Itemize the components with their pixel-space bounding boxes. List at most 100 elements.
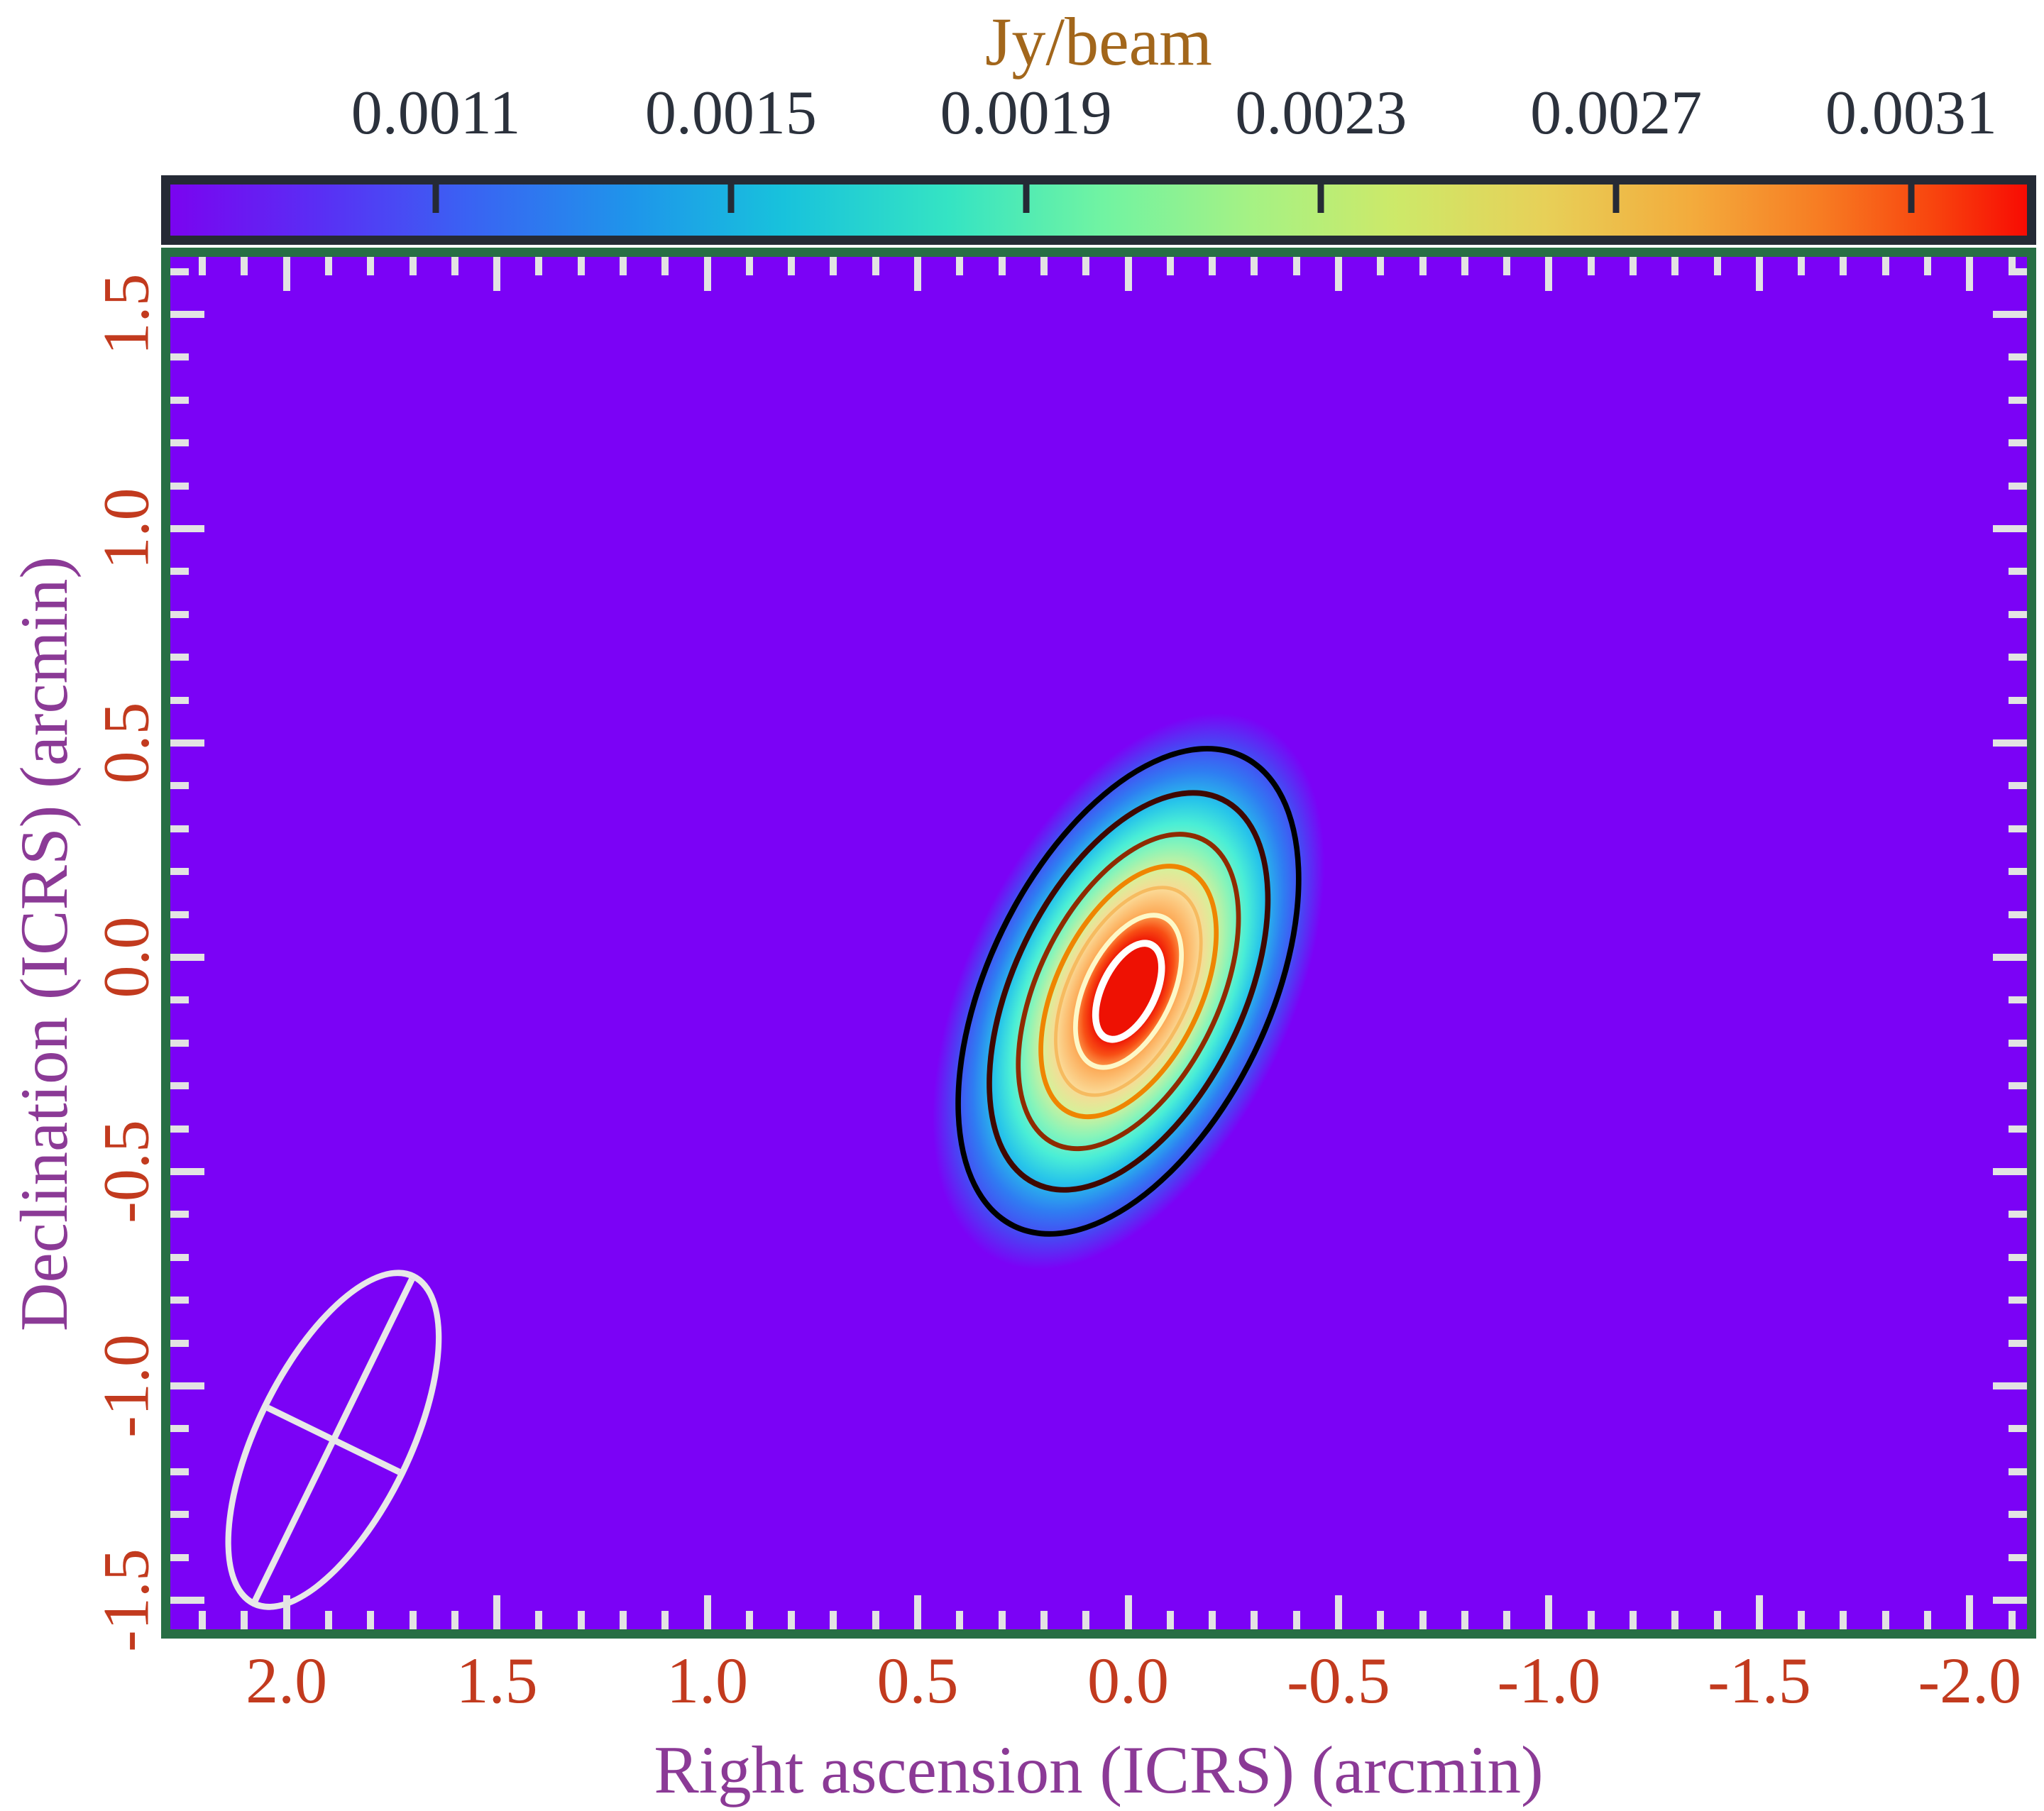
colorbar-tick-label: 0.0011 xyxy=(351,79,521,148)
axis-tick-mark xyxy=(1124,1595,1132,1629)
axis-tick-mark xyxy=(493,257,501,291)
axis-tick-mark xyxy=(170,1382,204,1389)
axis-tick-mark xyxy=(1966,257,1974,291)
axis-tick-mark xyxy=(241,257,248,275)
axis-tick-mark xyxy=(493,1595,501,1629)
axis-tick-mark xyxy=(199,257,207,275)
axis-tick-mark xyxy=(2008,257,2016,275)
axis-tick-mark xyxy=(1377,257,1385,275)
axis-tick-mark xyxy=(170,953,204,961)
axis-tick-mark xyxy=(1377,1611,1385,1629)
axis-tick-mark xyxy=(2009,782,2027,790)
axis-tick-mark xyxy=(1993,739,2027,747)
axis-tick-mark xyxy=(1166,257,1174,275)
y-tick-label: -1.0 xyxy=(89,1334,163,1438)
axis-tick-mark xyxy=(1503,257,1511,275)
axis-tick-mark xyxy=(170,439,189,447)
axis-tick-mark xyxy=(1419,257,1427,275)
axis-tick-mark xyxy=(1461,1611,1468,1629)
axis-tick-mark xyxy=(1755,257,1763,291)
axis-tick-mark xyxy=(170,910,189,918)
axis-tick-mark xyxy=(2009,482,2027,490)
axis-tick-mark xyxy=(1671,1611,1679,1629)
axis-tick-mark xyxy=(1993,953,2027,961)
x-tick-label: 0.5 xyxy=(877,1644,959,1717)
y-tick-label: -1.5 xyxy=(89,1548,163,1652)
axis-tick-mark xyxy=(409,257,417,275)
axis-tick-mark xyxy=(170,524,204,532)
axis-tick-mark xyxy=(1713,1611,1721,1629)
axis-tick-mark xyxy=(1798,1611,1806,1629)
axis-tick-mark xyxy=(1881,257,1889,275)
axis-tick-mark xyxy=(170,1468,189,1475)
axis-tick-mark xyxy=(2009,1339,2027,1347)
axis-tick-mark xyxy=(1292,1611,1300,1629)
axis-tick-mark xyxy=(1798,257,1806,275)
axis-tick-mark xyxy=(1713,257,1721,275)
beam-ellipse xyxy=(180,1238,487,1629)
axis-tick-mark xyxy=(535,257,543,275)
axis-tick-mark xyxy=(956,257,964,275)
axis-tick-mark xyxy=(2009,439,2027,447)
axis-tick-mark xyxy=(170,1297,189,1304)
axis-tick-mark xyxy=(830,257,837,275)
axis-tick-mark xyxy=(1166,1611,1174,1629)
axis-tick-mark xyxy=(745,257,753,275)
axis-tick-mark xyxy=(2008,1611,2016,1629)
axis-tick-mark xyxy=(170,610,189,618)
axis-tick-mark xyxy=(1545,257,1553,291)
axis-tick-mark xyxy=(1840,1611,1847,1629)
axis-tick-mark xyxy=(998,1611,1006,1629)
axis-tick-mark xyxy=(2009,1039,2027,1047)
axis-tick-mark xyxy=(170,396,189,404)
axis-tick-mark xyxy=(914,1595,922,1629)
axis-tick-mark xyxy=(1040,1611,1048,1629)
axis-tick-mark xyxy=(1124,257,1132,291)
x-tick-label: 1.0 xyxy=(666,1644,749,1717)
axis-tick-mark xyxy=(788,1611,796,1629)
colorbar-title: Jy/beam xyxy=(985,4,1212,79)
x-tick-label: 0.0 xyxy=(1087,1644,1169,1717)
axis-tick-mark xyxy=(2009,1082,2027,1090)
axis-tick-mark xyxy=(451,257,458,275)
axis-tick-mark xyxy=(170,1039,189,1047)
axis-tick-mark xyxy=(872,257,879,275)
axis-tick-mark xyxy=(703,257,711,291)
x-tick-label: -2.0 xyxy=(1918,1644,2022,1717)
axis-tick-mark xyxy=(1993,1382,2027,1389)
colorbar-tick-mark xyxy=(432,185,439,213)
colorbar-tick-mark xyxy=(1908,185,1915,213)
axis-tick-mark xyxy=(170,739,204,747)
y-tick-label: 1.5 xyxy=(89,273,163,356)
axis-tick-mark xyxy=(451,1611,458,1629)
axis-tick-mark xyxy=(1966,1595,1974,1629)
axis-tick-mark xyxy=(170,1125,189,1133)
axis-tick-mark xyxy=(2009,1211,2027,1218)
axis-tick-mark xyxy=(170,268,189,275)
axis-tick-mark xyxy=(282,257,290,291)
axis-tick-mark xyxy=(1251,257,1258,275)
axis-tick-mark xyxy=(170,1553,189,1561)
axis-tick-mark xyxy=(170,1339,189,1347)
axis-tick-mark xyxy=(1461,257,1468,275)
axis-tick-mark xyxy=(170,1511,189,1519)
axis-tick-mark xyxy=(1924,257,1932,275)
axis-tick-mark xyxy=(2009,396,2027,404)
axis-tick-mark xyxy=(1209,257,1216,275)
axis-tick-mark xyxy=(998,257,1006,275)
axis-tick-mark xyxy=(367,1611,375,1629)
x-axis-title: Right ascension (ICRS) (arcmin) xyxy=(654,1732,1544,1807)
axis-tick-mark xyxy=(1209,1611,1216,1629)
axis-tick-mark xyxy=(619,1611,627,1629)
axis-tick-mark xyxy=(2009,1297,2027,1304)
axis-tick-mark xyxy=(1755,1595,1763,1629)
axis-tick-mark xyxy=(703,1595,711,1629)
axis-tick-mark xyxy=(2009,1425,2027,1433)
axis-tick-mark xyxy=(2009,353,2027,361)
axis-tick-mark xyxy=(2009,1468,2027,1475)
axis-tick-mark xyxy=(2009,654,2027,661)
axis-tick-mark xyxy=(199,1611,207,1629)
colorbar-tick-label: 0.0031 xyxy=(1825,79,1997,148)
axis-tick-mark xyxy=(1993,1596,2027,1604)
